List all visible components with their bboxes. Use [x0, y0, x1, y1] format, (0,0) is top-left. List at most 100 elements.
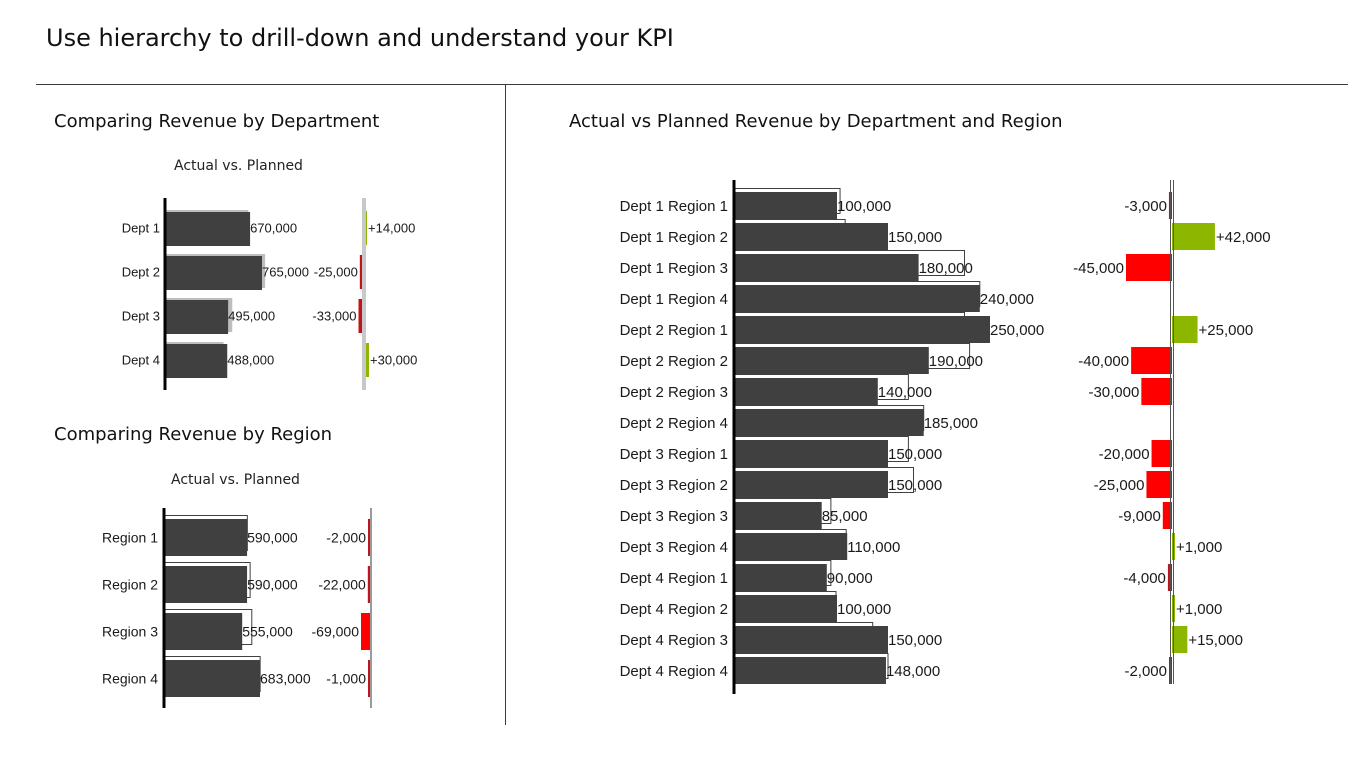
dept_region-variance-label: -30,000 [1088, 384, 1139, 401]
dept-section-title: Comparing Revenue by Department [54, 111, 380, 132]
dept_region-variance-label: -4,000 [1123, 570, 1166, 587]
dept_region-actual-bar [735, 440, 888, 467]
dept_region-variance-label: -3,000 [1124, 198, 1167, 215]
dept_region-variance-bar [1146, 471, 1172, 498]
dept_region-variance-bar [1126, 254, 1172, 281]
dept_region-variance-label: -25,000 [1094, 477, 1145, 494]
dept_region-category-label: Dept 4 Region 3 [620, 632, 728, 649]
dept_region-actual-bar [735, 223, 888, 250]
dept-variance-bar [359, 255, 364, 289]
dept_region-category-label: Dept 2 Region 1 [620, 322, 728, 339]
dept-actual-bar [166, 344, 228, 378]
dept_region-value-label: 90,000 [827, 570, 873, 587]
dept_region-variance-label: +1,000 [1176, 539, 1222, 556]
dept-category-label: Dept 3 [122, 309, 160, 324]
region-category-label: Region 3 [102, 623, 158, 639]
dept_region-category-label: Dept 1 Region 2 [620, 229, 728, 246]
dept_region-variance-label: +25,000 [1199, 322, 1254, 339]
region-actual-bar [165, 519, 248, 556]
dept_region-category-label: Dept 3 Region 1 [620, 446, 728, 463]
dept_region-variance-label: +15,000 [1188, 632, 1243, 649]
dept_region-value-label: 180,000 [919, 260, 973, 277]
dept_region-variance-label: +1,000 [1176, 601, 1222, 618]
dept_region-actual-bar [735, 626, 888, 653]
region-variance-bar [368, 660, 371, 697]
dept_region-variance-label: +42,000 [1216, 229, 1271, 246]
dept_region-category-label: Dept 3 Region 2 [620, 477, 728, 494]
dept_region-variance-label: -45,000 [1073, 260, 1124, 277]
panel-divider [505, 85, 506, 725]
dept_region-category-label: Dept 1 Region 3 [620, 260, 728, 277]
dept_region-actual-bar [735, 192, 837, 219]
dept_region-actual-bar [735, 471, 888, 498]
dept_region-value-label: 140,000 [878, 384, 932, 401]
region-variance-label: -2,000 [326, 529, 366, 545]
dept-category-label: Dept 1 [122, 221, 160, 236]
dept_region-actual-bar [735, 595, 837, 622]
dept_region-variance-bar [1172, 626, 1188, 653]
dept-actual-bar [166, 212, 251, 246]
dept_region-value-label: 240,000 [980, 291, 1034, 308]
region-category-label: Region 4 [102, 670, 158, 686]
region-actual-bar [165, 566, 248, 603]
dept_region-variance-label: -9,000 [1118, 508, 1161, 525]
dept_region-variance-bar [1172, 223, 1215, 250]
dept_region-variance-bar [1151, 440, 1172, 467]
region-value-label: 590,000 [247, 529, 298, 545]
dept-variance-bar [364, 343, 369, 377]
region-variance-bar [368, 519, 371, 556]
dept_region-actual-bar [735, 254, 919, 281]
dept_region-actual-bar [735, 378, 878, 405]
dept_region-category-label: Dept 4 Region 4 [620, 663, 728, 680]
region-section-title: Comparing Revenue by Region [54, 424, 333, 445]
region-actual-bar [165, 613, 243, 650]
dept_region-value-label: 150,000 [888, 446, 942, 463]
dept-value-label: 765,000 [262, 265, 309, 280]
dept_region-category-label: Dept 4 Region 2 [620, 601, 728, 618]
dept_region-category-label: Dept 3 Region 3 [620, 508, 728, 525]
dept_region-actual-bar [735, 564, 827, 591]
dept_region-actual-bar [735, 285, 980, 312]
dept-category-label: Dept 4 [122, 353, 160, 368]
dept-region-section-title: Actual vs Planned Revenue by Department … [569, 111, 1063, 132]
region-actual-bar [165, 660, 260, 697]
region-chart-subtitle: Actual vs. Planned [171, 472, 300, 488]
dept-variance-label: +30,000 [370, 353, 417, 368]
region-variance-label: -69,000 [312, 623, 360, 639]
dept_region-actual-bar [735, 347, 929, 374]
dept-value-label: 488,000 [227, 353, 274, 368]
region-variance-label: -22,000 [318, 576, 366, 592]
dept_region-category-label: Dept 2 Region 3 [620, 384, 728, 401]
region-variance-bar [361, 613, 371, 650]
dept_region-category-label: Dept 2 Region 4 [620, 415, 728, 432]
region-category-label: Region 1 [102, 529, 158, 545]
region-category-label: Region 2 [102, 576, 158, 592]
dept-variance-label: -25,000 [314, 265, 358, 280]
dept_region-actual-bar [735, 502, 822, 529]
dept_region-value-label: 150,000 [888, 632, 942, 649]
dept-chart-subtitle: Actual vs. Planned [174, 158, 303, 174]
dept-variance-label: +14,000 [368, 221, 415, 236]
dept_region-value-label: 185,000 [924, 415, 978, 432]
dept_region-value-label: 100,000 [837, 601, 891, 618]
dept_region-value-label: 100,000 [837, 198, 891, 215]
dept_region-value-label: 148,000 [886, 663, 940, 680]
dept_region-variance-bar [1162, 502, 1172, 529]
region-variance-label: -1,000 [326, 670, 366, 686]
dept_region-category-label: Dept 3 Region 4 [620, 539, 728, 556]
dept_region-value-label: 85,000 [822, 508, 868, 525]
dept-actual-bar [166, 256, 262, 290]
dept_region-variance-label: -40,000 [1078, 353, 1129, 370]
dept_region-category-label: Dept 2 Region 2 [620, 353, 728, 370]
dept_region-value-label: 150,000 [888, 229, 942, 246]
dept-value-label: 495,000 [228, 309, 275, 324]
page-title: Use hierarchy to drill-down and understa… [46, 24, 674, 52]
dept_region-variance-bar [1172, 316, 1198, 343]
dept-category-label: Dept 2 [122, 265, 160, 280]
region-value-label: 555,000 [242, 623, 293, 639]
dept_region-category-label: Dept 1 Region 1 [620, 198, 728, 215]
dept_region-actual-bar [735, 657, 886, 684]
dept-variance-bar [358, 299, 364, 333]
dept_region-value-label: 250,000 [990, 322, 1044, 339]
dept_region-category-label: Dept 4 Region 1 [620, 570, 728, 587]
